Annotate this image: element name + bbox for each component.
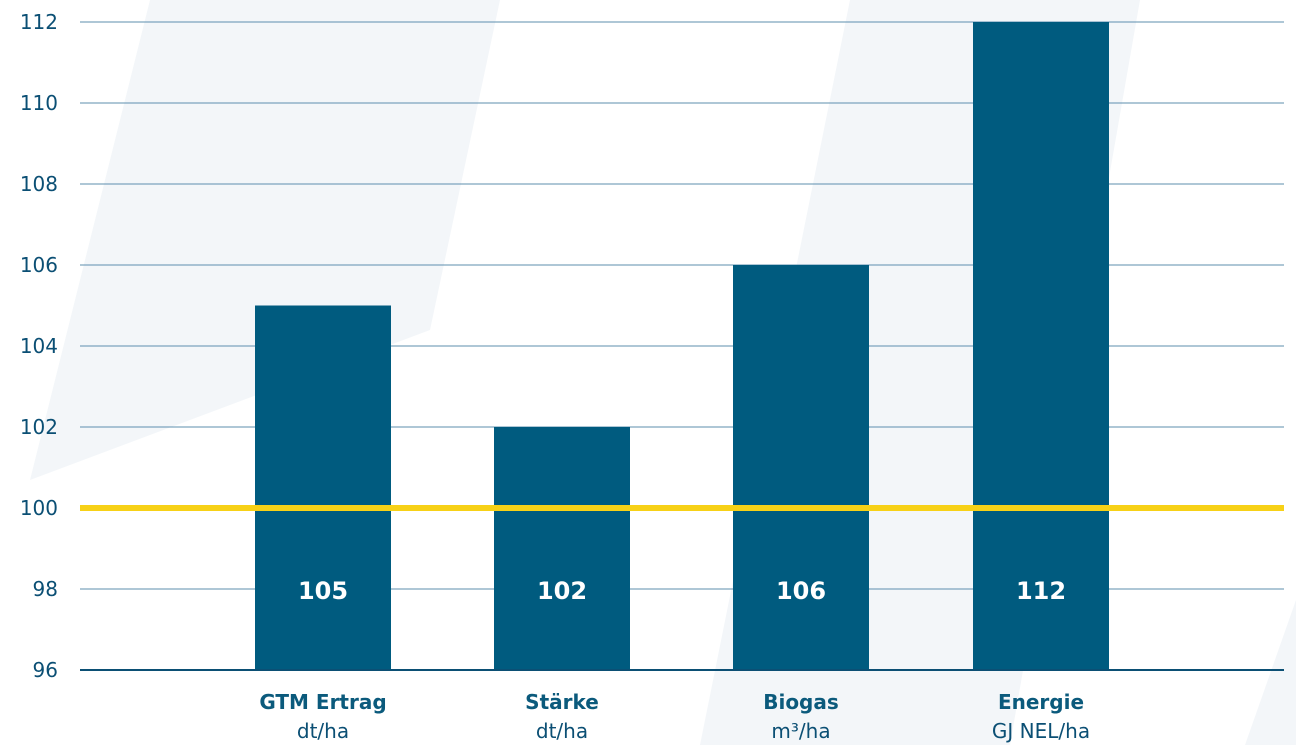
bar-value-label: 105 xyxy=(298,577,348,605)
x-category-unit: dt/ha xyxy=(536,719,588,743)
y-tick-label: 96 xyxy=(33,658,58,682)
background-shape-corner xyxy=(1245,600,1296,745)
bar-0 xyxy=(255,305,391,670)
y-tick-label: 104 xyxy=(20,334,58,358)
bar-value-label: 102 xyxy=(537,577,587,605)
x-category-unit: m³/ha xyxy=(771,719,830,743)
x-category-label: GTM Ertrag xyxy=(259,690,386,714)
y-tick-label: 112 xyxy=(20,10,58,34)
y-tick-label: 108 xyxy=(20,172,58,196)
bars xyxy=(255,22,1109,670)
bar-3 xyxy=(973,22,1109,670)
bar-2 xyxy=(733,265,869,670)
x-category-label: Biogas xyxy=(763,690,839,714)
y-tick-label: 110 xyxy=(20,91,58,115)
bar-1 xyxy=(494,427,630,670)
x-axis-category-labels: GTM Ertrag dt/ha Stärke dt/ha Biogas m³/ha Ene… xyxy=(259,690,1090,743)
bar-value-label: 106 xyxy=(776,577,826,605)
y-tick-label: 102 xyxy=(20,415,58,439)
bar-data-labels: 105 102 106 112 xyxy=(298,577,1066,605)
x-category-label: Stärke xyxy=(525,690,599,714)
y-tick-label: 98 xyxy=(33,577,58,601)
y-axis-tick-labels: 96 98 100 102 104 106 108 110 112 xyxy=(20,10,58,682)
x-category-unit: GJ NEL/ha xyxy=(992,719,1090,743)
bar-value-label: 112 xyxy=(1016,577,1066,605)
background-shape-left xyxy=(30,0,500,480)
y-tick-label: 100 xyxy=(20,496,58,520)
x-category-unit: dt/ha xyxy=(297,719,349,743)
x-category-label: Energie xyxy=(998,690,1084,714)
y-tick-label: 106 xyxy=(20,253,58,277)
